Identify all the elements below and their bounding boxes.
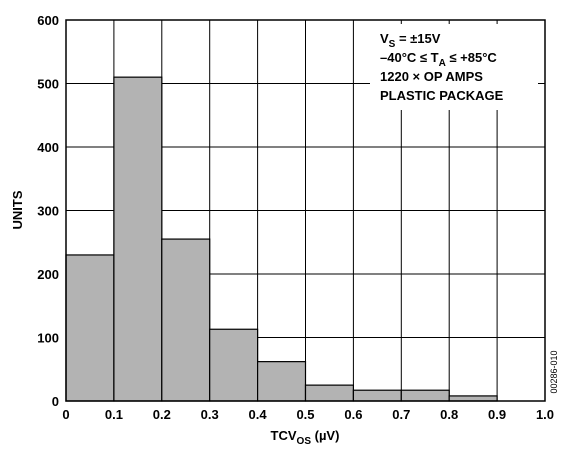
annotation-line-2: –40°C ≤ TA ≤ +85°C (380, 50, 497, 69)
y-tick-label-3: 300 (37, 204, 59, 219)
y-tick-label-4: 400 (37, 140, 59, 155)
annotation-line-1: VS = ±15V (380, 31, 441, 50)
x-tick-label-0: 0 (62, 407, 69, 422)
x-tick-label-1: 0.1 (105, 407, 123, 422)
histogram-bar-1 (113, 76, 163, 402)
histogram-bar-3 (209, 328, 259, 402)
bars (65, 76, 498, 402)
y-axis-label: UNITS (10, 190, 25, 229)
annotation-line-3: 1220 × OP AMPS (380, 69, 483, 84)
y-tick-label-5: 500 (37, 77, 59, 92)
y-tick-label-6: 600 (37, 13, 59, 28)
annotation-box: VS = ±15V –40°C ≤ TA ≤ +85°C 1220 × OP A… (370, 24, 538, 110)
plot-frame (65, 19, 546, 402)
histogram-bar-6 (352, 389, 402, 402)
x-tick-label-3: 0.3 (201, 407, 219, 422)
annotation-line-4: PLASTIC PACKAGE (380, 88, 504, 103)
x-tick-label-9: 0.9 (488, 407, 506, 422)
x-tick-label-5: 0.5 (296, 407, 314, 422)
histogram-bar-8 (448, 395, 498, 402)
histogram-bar-2 (161, 238, 211, 402)
x-tick-label-2: 0.2 (153, 407, 171, 422)
y-tick-label-2: 200 (37, 267, 59, 282)
annotation-background (370, 24, 538, 110)
x-tick-label-8: 0.8 (440, 407, 458, 422)
figure-code: 00286-010 (549, 350, 559, 393)
histogram-bar-0 (65, 254, 115, 402)
x-tick-label-10: 1.0 (536, 407, 554, 422)
histogram-bar-7 (400, 389, 450, 402)
histogram-bar-4 (257, 361, 307, 402)
x-tick-labels: 0 0.1 0.2 0.3 0.4 0.5 0.6 0.7 0.8 0.9 1.0 (62, 407, 554, 422)
x-axis-label: TCVOS (µV) (271, 428, 340, 447)
y-tick-label-0: 0 (52, 394, 59, 409)
y-tick-labels: 0 100 200 300 400 500 600 (37, 13, 59, 409)
y-tick-label-1: 100 (37, 331, 59, 346)
histogram-bar-5 (304, 384, 355, 402)
x-tick-label-6: 0.6 (344, 407, 362, 422)
x-tick-label-4: 0.4 (249, 407, 268, 422)
x-tick-label-7: 0.7 (392, 407, 410, 422)
